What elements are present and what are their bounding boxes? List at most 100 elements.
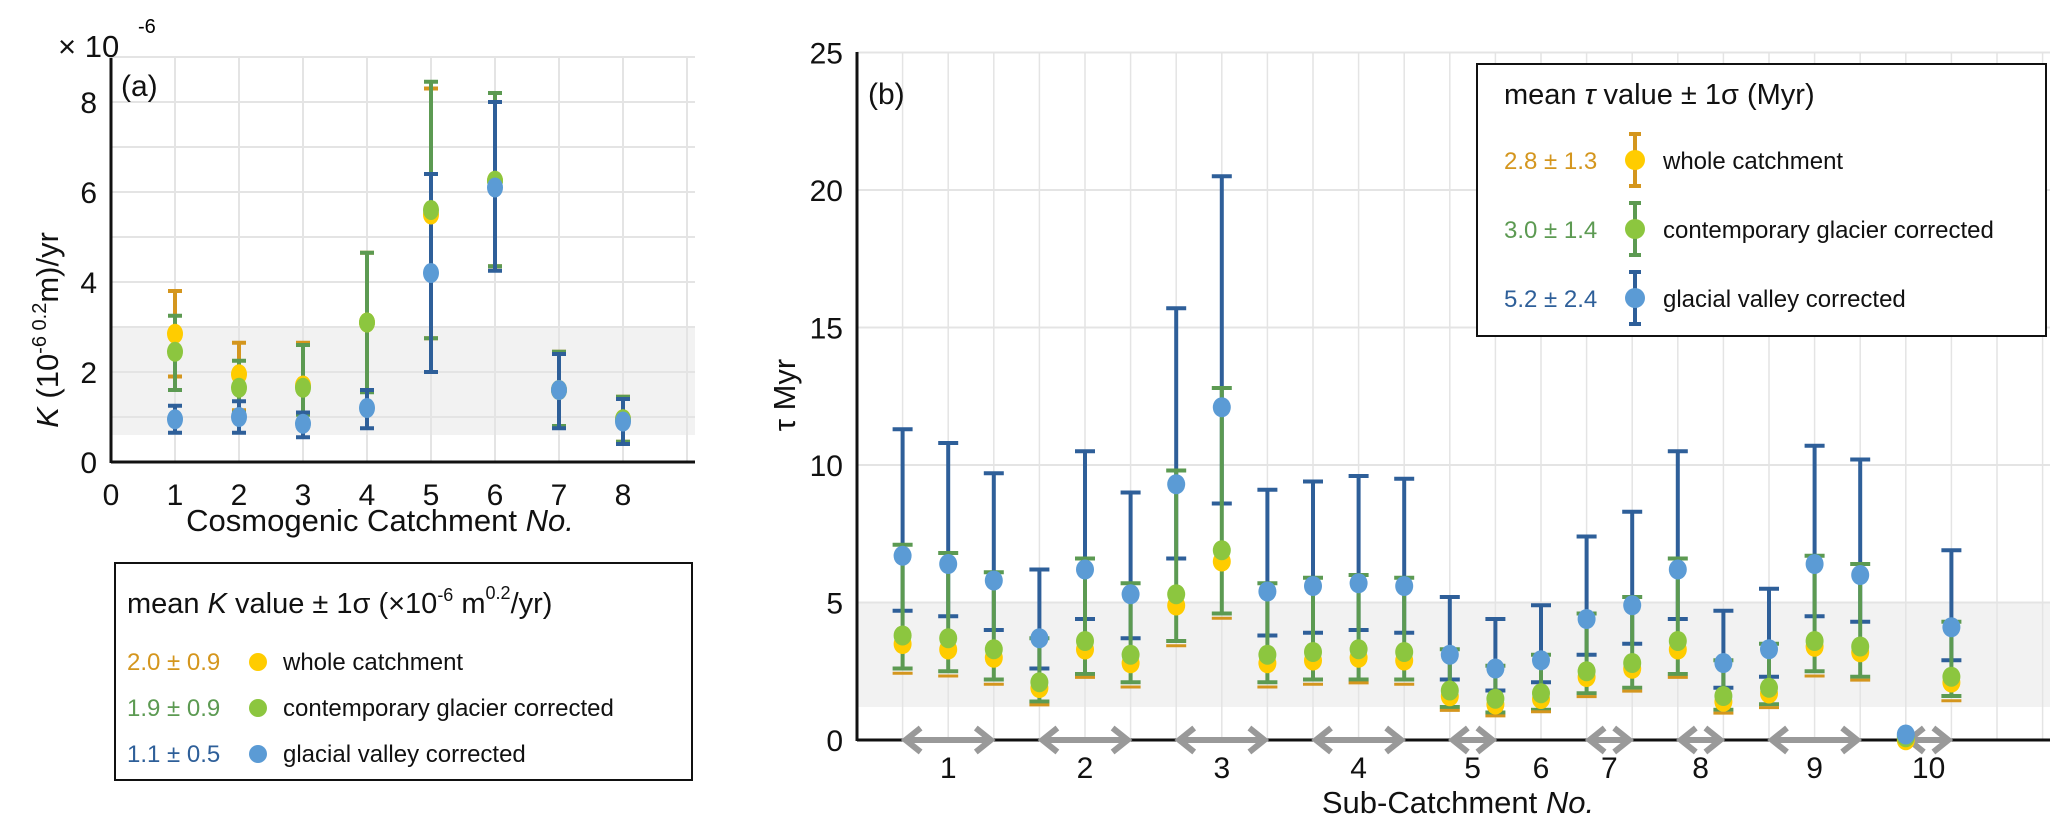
point-glacier	[984, 639, 1003, 660]
shaded-band	[111, 327, 695, 435]
panel-a: 0 2 4 6 8 0 1 2 3 4 5 6 7 8 (a) × 10 -6 K (10-6 0.2m)…	[29, 16, 695, 781]
y-axis-label-b: τ Myr	[767, 359, 802, 432]
point-glacier	[1942, 666, 1961, 687]
point-glacier	[295, 377, 311, 398]
point-valley	[487, 177, 503, 198]
point-valley	[231, 407, 247, 427]
point-glacier	[231, 377, 247, 398]
y-label-sup: -6 0.2	[29, 303, 51, 354]
group-arrow-head-right	[1110, 725, 1133, 755]
x-label-text-b: Sub-Catchment	[1322, 785, 1538, 820]
x-group-label: 9	[1806, 752, 1823, 785]
point-glacier	[1577, 661, 1596, 682]
panel-b-tag: (b)	[868, 78, 905, 111]
point-glacier	[1805, 631, 1824, 651]
x-group-label: 4	[1350, 752, 1367, 785]
y-tick-label: 8	[80, 87, 97, 120]
x-label-italic: No.	[526, 503, 574, 538]
legend-a-value: 2.0 ± 0.9	[127, 649, 220, 676]
point-whole	[167, 323, 183, 344]
group-arrow-head-right	[1703, 725, 1726, 755]
y-tick-label: 25	[810, 38, 843, 71]
legend-b-label: contemporary glacier corrected	[1663, 217, 1994, 244]
point-glacier	[1486, 688, 1505, 709]
group-arrow-head-right	[1612, 725, 1635, 755]
y-tick-label: 20	[810, 175, 843, 208]
point-glacier	[893, 625, 912, 646]
group-arrow-head-left	[1447, 725, 1470, 755]
point-valley	[1896, 724, 1915, 745]
group-arrow-head-right	[1475, 725, 1498, 755]
point-valley	[1349, 573, 1368, 594]
legend-a-value: 1.1 ± 0.5	[127, 741, 220, 768]
group-arrow-head-left	[1174, 725, 1197, 755]
point-valley	[893, 545, 912, 566]
y-label-rest: (10	[30, 354, 65, 407]
legend-b-box	[1476, 63, 2047, 337]
point-valley	[1212, 397, 1231, 418]
legend-a-marker-valley	[249, 745, 267, 763]
x-axis-label-b: Sub-Catchment No.	[1322, 785, 1594, 820]
point-valley	[984, 570, 1003, 591]
point-valley	[1304, 576, 1322, 596]
y-tick-label: 0	[826, 725, 843, 758]
point-valley	[1668, 559, 1687, 580]
x-group-label: 6	[1533, 752, 1550, 785]
point-valley	[167, 409, 183, 430]
y-tick-label: 0	[80, 447, 97, 480]
point-valley	[1851, 565, 1870, 585]
point-glacier	[1167, 584, 1186, 605]
point-valley	[423, 263, 439, 283]
x-group-label: 7	[1601, 752, 1618, 785]
x-group-label: 5	[1464, 752, 1481, 785]
point-valley	[1760, 639, 1778, 660]
legend-a-label: glacial valley corrected	[283, 741, 526, 768]
x-tick-label: 8	[615, 479, 632, 512]
legend-a-box	[114, 562, 693, 781]
point-valley	[1714, 653, 1733, 673]
legend-a-value: 1.9 ± 0.9	[127, 695, 220, 722]
point-glacier	[1668, 631, 1687, 651]
point-valley	[1258, 581, 1277, 602]
point-glacier	[1121, 644, 1140, 665]
legend-a-label: contemporary glacier corrected	[283, 695, 614, 722]
x-tick-label: 3	[295, 479, 312, 512]
point-glacier	[1532, 683, 1550, 704]
group-arrow-head-left	[1311, 725, 1333, 755]
panel-b: 0 5 10 15 20 25 1 2 3 4 5 6 7 8 9 10 (b) τ Myr Sub-Cat…	[767, 38, 2050, 820]
group-arrow-head-right	[973, 725, 996, 755]
group-arrow-head-left	[1767, 725, 1789, 755]
svg-text:K (10-6 0.2m)/yr: K (10-6 0.2m)/yr	[29, 232, 65, 428]
legend-b: mean τ value ± 1σ (Myr) 2.8 ± 1.3 whole c…	[1476, 63, 2047, 337]
legend-a-marker-glacier	[249, 699, 267, 717]
legend-b-title: mean τ value ± 1σ (Myr)	[1504, 79, 1815, 111]
x-tick-label: 6	[487, 479, 504, 512]
y-multiplier: × 10 -6	[58, 16, 156, 64]
point-valley	[1532, 650, 1550, 671]
x-group-label: 3	[1213, 752, 1230, 785]
point-glacier	[1030, 672, 1049, 693]
group-arrow-head-right	[1247, 725, 1270, 755]
legend-b-marker-whole	[1625, 150, 1645, 170]
point-valley	[615, 411, 631, 432]
y-tick-label: 4	[80, 267, 97, 300]
point-glacier	[1349, 639, 1368, 660]
y-label-tail: m)/yr	[30, 232, 65, 303]
group-arrow-head-left	[1037, 725, 1060, 755]
x-tick-label: 5	[423, 479, 440, 512]
x-tick-label: 0	[103, 479, 120, 512]
x-tick-label: 4	[359, 479, 376, 512]
x-group-label: 2	[1077, 752, 1094, 785]
point-glacier	[167, 341, 183, 362]
legend-b-marker-glacier	[1625, 219, 1645, 239]
legend-a: mean K value ± 1σ (×10-6 m0.2/yr) 2.0 ± …	[114, 562, 693, 781]
point-glacier	[1212, 540, 1231, 561]
legend-b-value: 2.8 ± 1.3	[1504, 148, 1597, 175]
point-valley	[1486, 658, 1505, 679]
legend-b-value: 5.2 ± 2.4	[1504, 286, 1597, 313]
y-tick-label: 15	[810, 313, 843, 346]
point-valley	[1167, 474, 1186, 495]
x-tick-label: 1	[167, 479, 184, 512]
point-glacier	[1304, 642, 1322, 662]
point-valley	[1395, 576, 1414, 596]
